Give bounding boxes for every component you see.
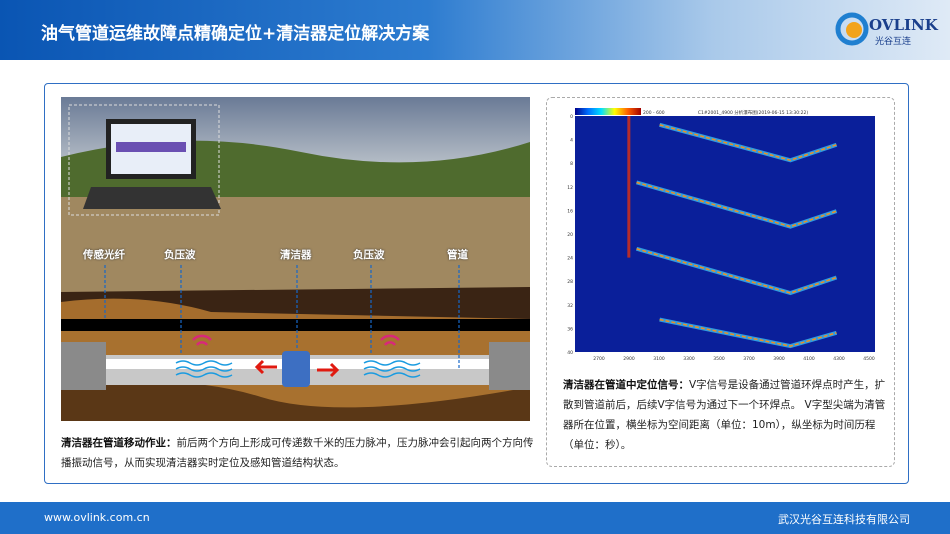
y-tick-label: 4 [570, 138, 573, 144]
y-tick-label: 36 [567, 326, 573, 332]
y-tick-label: 28 [567, 279, 573, 285]
x-tick-label: 3100 [653, 356, 665, 362]
footer-bar: www.ovlink.com.cn 武汉光谷互连科技有限公司 [0, 502, 950, 534]
chart-title: C1#2001_4900 分析瀑布图(2019-06-15 13:30:22) [698, 109, 808, 116]
y-tick-label: 20 [567, 232, 573, 238]
logo-text: OVLINK [869, 16, 938, 34]
left-description: 清洁器在管道移动作业：前后两个方向上形成可传递数千米的压力脉冲，压力脉冲会引起向… [61, 433, 536, 473]
x-tick-label: 3500 [713, 356, 725, 362]
y-tick-label: 24 [567, 256, 573, 262]
v-signal [659, 124, 837, 162]
plot-area [575, 116, 875, 352]
header-bar: 油气管道运维故障点精确定位+清洁器定位解决方案 OVLINK 光谷互连 [0, 0, 950, 60]
y-tick-label: 32 [567, 303, 573, 309]
y-tick-label: 40 [567, 350, 573, 356]
v-signal [636, 248, 837, 294]
y-tick-label: 8 [570, 161, 573, 167]
x-tick-label: 3300 [683, 356, 695, 362]
label-negative-pressure-wave-right: 负压波 [353, 249, 385, 261]
right-desc-title: 清洁器在管道中定位信号： [563, 379, 689, 391]
left-desc-title: 清洁器在管道移动作业： [61, 437, 177, 449]
x-tick-label: 4100 [803, 356, 815, 362]
y-tick-label: 0 [570, 114, 573, 120]
x-tick-label: 2900 [623, 356, 635, 362]
right-desc-text: V字信号是设备通过管道环焊点时产生，扩散到管道前后，后续V字信号为通过下一个环焊… [563, 379, 886, 451]
x-tick-label: 3900 [773, 356, 785, 362]
v-signal [659, 318, 837, 347]
page-title: 油气管道运维故障点精确定位+清洁器定位解决方案 [41, 24, 430, 44]
right-description: 清洁器在管道中定位信号：V字信号是设备通过管道环焊点时产生，扩散到管道前后，后续… [563, 375, 888, 455]
x-tick-label: 4300 [833, 356, 845, 362]
label-cleaner: 清洁器 [280, 249, 312, 261]
company-logo: OVLINK 光谷互连 [835, 10, 940, 50]
x-tick-label: 2700 [593, 356, 605, 362]
logo-cn: 光谷互连 [875, 37, 912, 47]
waterfall-chart: 200 - 600 C1#2001_4900 分析瀑布图(2019-06-15 1… [563, 108, 881, 362]
content-panel [44, 83, 909, 484]
y-tick-label: 16 [567, 208, 573, 214]
left-desc-text: 前后两个方向上形成可传递数千米的压力脉冲，压力脉冲会引起向两个方向传播振动信号，… [61, 437, 534, 469]
label-pipeline: 管道 [447, 249, 468, 261]
footer-company: 武汉光谷互连科技有限公司 [778, 513, 910, 526]
colorbar [575, 108, 641, 115]
signal-box [546, 97, 895, 467]
x-tick-label: 4500 [863, 356, 875, 362]
colorbar-label: 200 - 600 [643, 110, 665, 116]
y-tick-label: 12 [567, 185, 573, 191]
pipeline-illustration: 传感光纤 负压波 清洁器 负压波 管道 [61, 97, 530, 421]
x-tick-label: 3700 [743, 356, 755, 362]
footer-url[interactable]: www.ovlink.com.cn [44, 511, 150, 524]
label-negative-pressure-wave-left: 负压波 [164, 249, 196, 261]
label-sensing-fiber: 传感光纤 [83, 249, 125, 261]
v-signal [636, 181, 837, 228]
